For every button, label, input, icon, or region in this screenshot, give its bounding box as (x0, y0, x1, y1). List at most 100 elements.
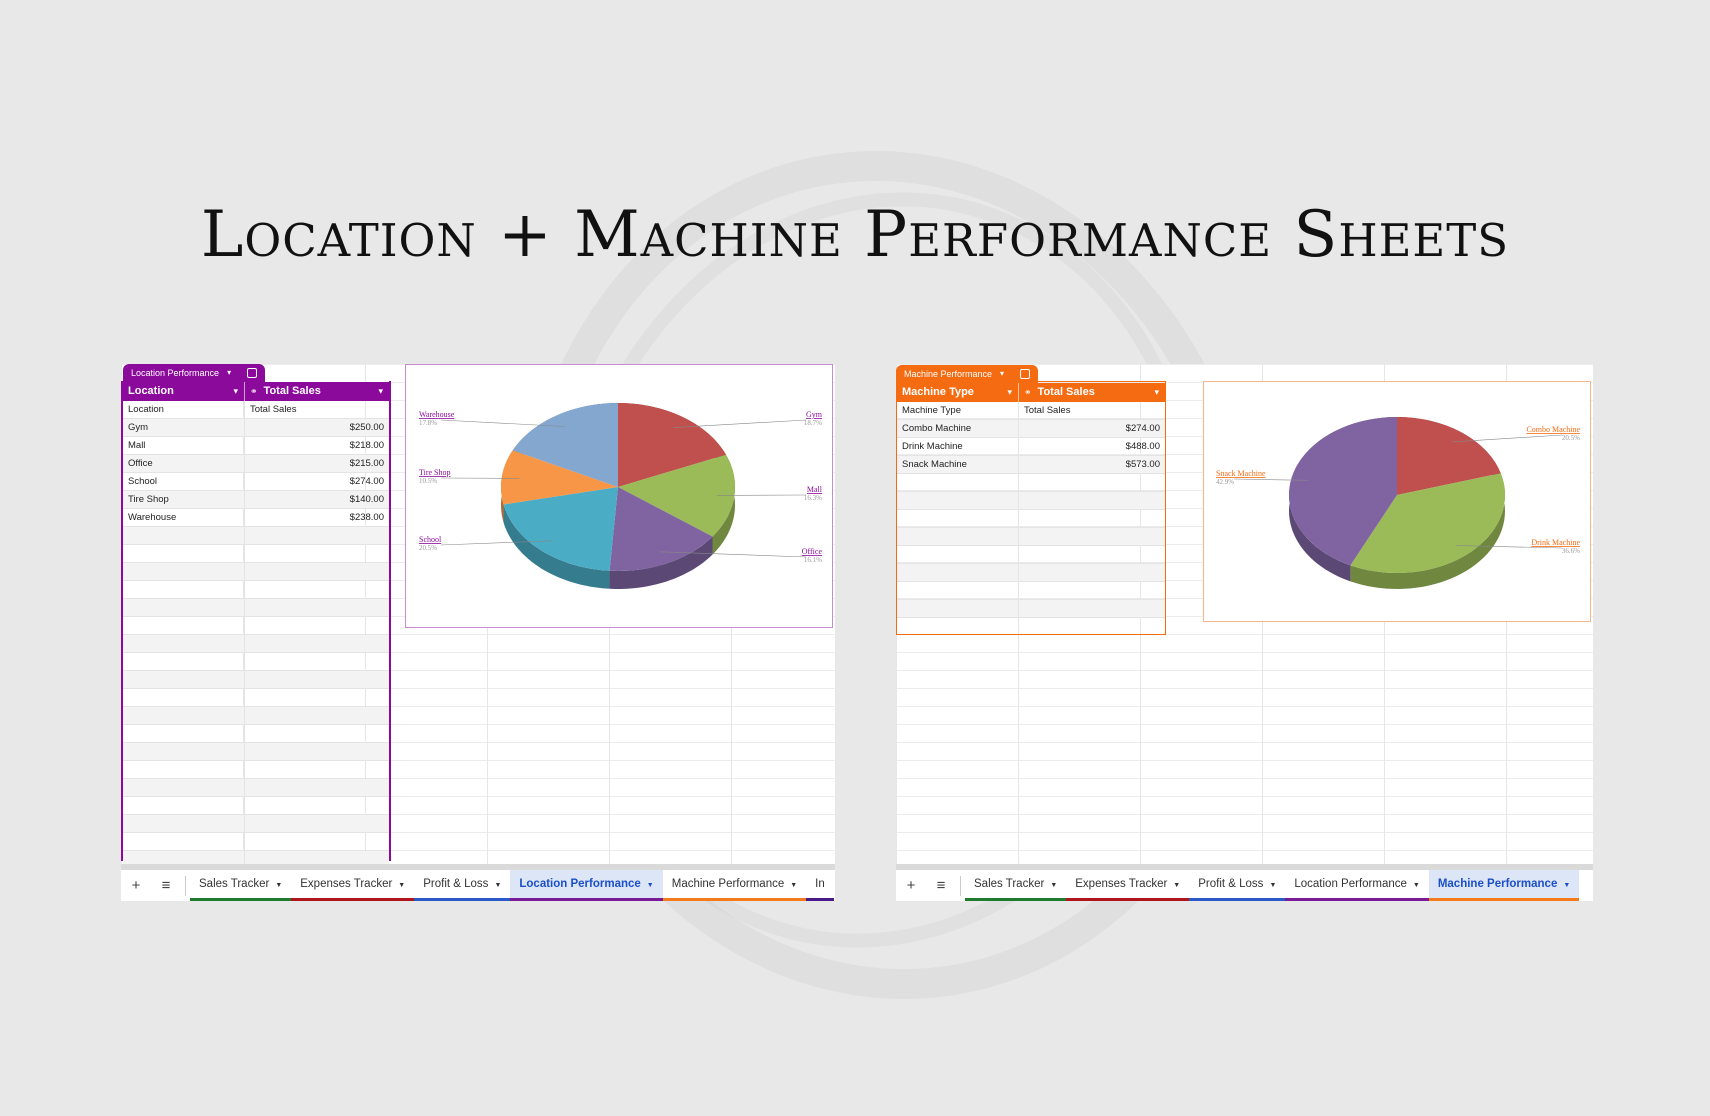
cell[interactable] (897, 582, 1019, 599)
tab-dropdown-icon[interactable]: ▼ (790, 882, 798, 889)
table-row[interactable]: Drink Machine $488.00 (897, 438, 1165, 456)
cell[interactable] (123, 779, 245, 796)
table-row[interactable]: Combo Machine $274.00 (897, 420, 1165, 438)
empty-row[interactable] (123, 833, 389, 851)
cell[interactable] (123, 707, 245, 724)
cell[interactable]: Warehouse (123, 509, 245, 526)
table-row[interactable]: Office $215.00 (123, 455, 389, 473)
sheet-tab[interactable]: Machine Performance ▼ (662, 870, 807, 901)
empty-row[interactable] (123, 689, 389, 707)
sheet-tab[interactable]: Location Performance ▼ (510, 870, 663, 901)
empty-row[interactable] (123, 581, 389, 599)
cell[interactable] (123, 599, 245, 616)
cell[interactable] (1019, 474, 1165, 491)
table-row[interactable]: Tire Shop $140.00 (123, 491, 389, 509)
cell[interactable] (123, 851, 245, 868)
cell[interactable] (245, 833, 389, 850)
empty-row[interactable] (897, 564, 1165, 582)
empty-row[interactable] (123, 527, 389, 545)
cell[interactable] (245, 527, 389, 544)
sheet-tab[interactable]: Location Performance ▼ (1285, 870, 1429, 901)
cell[interactable] (245, 581, 389, 598)
empty-row[interactable] (123, 779, 389, 797)
empty-row[interactable] (123, 707, 389, 725)
cell[interactable] (897, 492, 1019, 509)
empty-row[interactable] (897, 474, 1165, 492)
cell[interactable] (897, 564, 1019, 581)
cell[interactable] (1019, 600, 1165, 617)
cell[interactable] (245, 545, 389, 562)
cell[interactable] (123, 527, 245, 544)
tab-dropdown-icon[interactable]: ▼ (398, 882, 406, 889)
cell[interactable] (123, 689, 245, 706)
chevron-down-icon[interactable]: ▾ (1154, 387, 1159, 397)
cell[interactable] (1019, 528, 1165, 545)
cell[interactable] (245, 743, 389, 760)
empty-row[interactable] (897, 600, 1165, 618)
empty-row[interactable] (123, 563, 389, 581)
cell[interactable]: $250.00 (349, 422, 384, 433)
cell[interactable] (245, 671, 389, 688)
chevron-down-icon[interactable]: ▾ (227, 368, 232, 377)
cell[interactable] (123, 671, 245, 688)
cell[interactable] (245, 689, 389, 706)
tab-dropdown-icon[interactable]: ▼ (646, 882, 654, 889)
cell[interactable] (123, 653, 245, 670)
cell[interactable]: Machine Type (897, 402, 1019, 419)
chevron-down-icon[interactable]: ▾ (378, 386, 383, 396)
cell[interactable] (123, 761, 245, 778)
tab-dropdown-icon[interactable]: ▼ (1173, 882, 1181, 889)
empty-row[interactable] (123, 671, 389, 689)
cell[interactable] (1019, 510, 1165, 527)
cell[interactable] (245, 617, 389, 634)
header-total-sales[interactable]: ⚭ Total Sales ▾ (245, 382, 389, 401)
sheet-tab[interactable]: Profit & Loss ▼ (1189, 870, 1286, 901)
cell[interactable] (123, 815, 245, 832)
table-row[interactable]: Snack Machine $573.00 (897, 456, 1165, 474)
empty-row[interactable] (123, 545, 389, 563)
cell[interactable]: Total Sales (1024, 405, 1071, 416)
cell[interactable]: $274.00 (349, 476, 384, 487)
sheet-tab[interactable]: Profit & Loss ▼ (414, 870, 511, 901)
cell[interactable] (123, 617, 245, 634)
add-sheet-button[interactable]: + (906, 877, 916, 894)
cell[interactable]: Snack Machine (897, 456, 1019, 473)
empty-row[interactable] (123, 815, 389, 833)
table-row[interactable]: Gym $250.00 (123, 419, 389, 437)
header-machine-type[interactable]: Machine Type ▾ (897, 383, 1019, 402)
empty-row[interactable] (123, 725, 389, 743)
header-location[interactable]: Location ▾ (123, 382, 245, 401)
sheet-tab[interactable]: Expenses Tracker ▼ (291, 870, 415, 901)
cell[interactable] (245, 797, 389, 814)
cell[interactable] (245, 815, 389, 832)
table-row[interactable]: Warehouse $238.00 (123, 509, 389, 527)
table-row[interactable]: School $274.00 (123, 473, 389, 491)
cell[interactable] (1019, 582, 1165, 599)
tab-dropdown-icon[interactable]: ▼ (1269, 882, 1277, 889)
cell[interactable] (123, 725, 245, 742)
table-row[interactable]: Location Total Sales (123, 401, 389, 419)
tab-dropdown-icon[interactable]: ▼ (1412, 882, 1420, 889)
cell[interactable] (123, 833, 245, 850)
empty-row[interactable] (123, 653, 389, 671)
cell[interactable]: $215.00 (349, 458, 384, 469)
sheet-tab[interactable]: Sales Tracker ▼ (965, 870, 1067, 901)
cell[interactable] (897, 474, 1019, 491)
cell[interactable] (1019, 546, 1165, 563)
cell[interactable] (245, 761, 389, 778)
cell[interactable]: Tire Shop (123, 491, 245, 508)
cell[interactable] (245, 653, 389, 670)
cell[interactable]: $140.00 (349, 494, 384, 505)
table-name-tag[interactable]: Location Performance ▾ (123, 364, 266, 382)
all-sheets-menu-button[interactable]: ≡ (161, 877, 171, 894)
tab-dropdown-icon[interactable]: ▼ (1563, 882, 1571, 889)
empty-row[interactable] (897, 528, 1165, 546)
cell[interactable] (123, 545, 245, 562)
sheet-tab[interactable]: Expenses Tracker ▼ (1066, 870, 1190, 901)
table-name-tag[interactable]: Machine Performance ▾ (896, 365, 1039, 383)
cell[interactable]: Gym (123, 419, 245, 436)
cell[interactable]: $218.00 (349, 440, 384, 451)
cell[interactable]: Combo Machine (897, 420, 1019, 437)
cell[interactable] (245, 779, 389, 796)
empty-row[interactable] (897, 510, 1165, 528)
